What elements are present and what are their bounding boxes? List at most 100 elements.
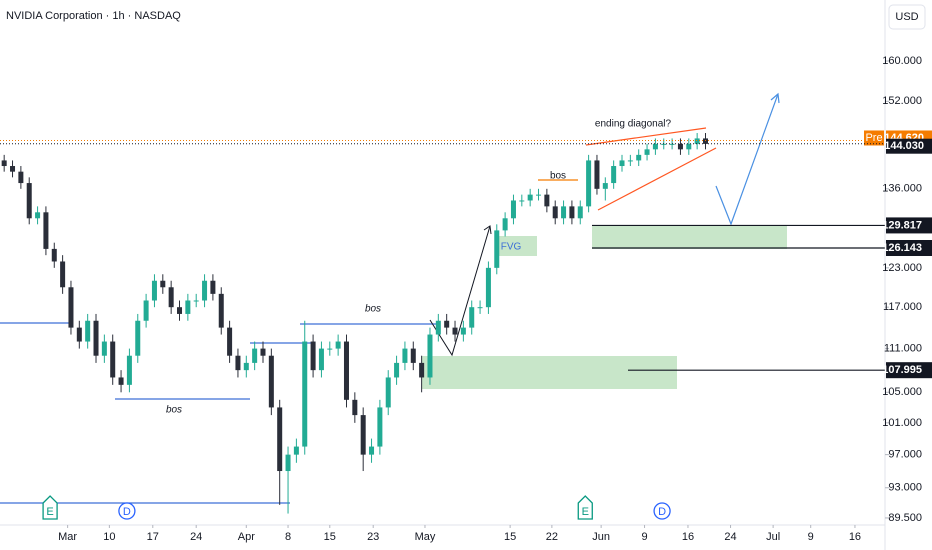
x-tick-label: 9 [808,531,814,543]
y-tick-label: 160.000 [882,55,922,67]
candle-body [552,206,558,219]
candle-body [160,280,166,288]
candle-body [619,160,625,167]
price-tag [886,138,932,154]
candle-body [143,300,149,321]
y-tick-label: 89.500 [888,512,922,524]
candle-body [586,160,592,207]
candle-body [569,206,575,219]
candle-body [510,200,516,219]
x-tick-label: 15 [324,531,336,543]
x-tick-label: Mar [58,531,77,543]
candle-body [611,166,617,184]
candle-body [126,355,132,385]
candle-body [110,341,116,378]
candle-body [68,287,74,328]
candle-body [460,327,466,335]
event-marker [653,502,671,520]
trend-line [585,127,707,146]
candle-body [385,377,391,408]
candle-body [394,362,400,378]
candle-body [51,248,57,262]
candle-body [644,149,650,155]
candle-body [485,267,491,308]
candle-body [435,320,441,335]
x-tick-label: 24 [724,531,736,543]
candle-body [243,362,249,371]
candle-body [268,355,274,408]
level-tag [886,240,932,257]
event-marker [42,495,58,520]
annotation: ending diagonal? [595,119,672,130]
candle-body [627,160,633,162]
projection-arrow [715,93,779,226]
x-tick-label: 16 [849,531,861,543]
annotation: bos [365,304,381,315]
candle-body [444,320,450,328]
price-label: 144.030 [884,140,924,152]
event-marker [118,502,136,520]
candle-body [168,287,174,308]
title: NVIDIA Corporation · 1h · NASDAQ [6,10,181,22]
candle-body [636,154,642,161]
y-tick-label: 152.000 [882,95,922,107]
pre-tag [864,130,884,146]
candle-body [302,341,308,447]
currency[interactable]: USD [895,11,918,23]
currency-box[interactable] [888,4,926,30]
candle-body [377,407,383,447]
candle-body [151,280,157,301]
candle-body [26,183,32,219]
annotation: FVG [501,242,522,253]
candle-body [101,341,107,356]
y-tick-label: 123.000 [882,262,922,274]
event-label: E [46,506,53,518]
y-tick-label: 111.000 [884,343,922,355]
event-marker [577,495,593,520]
candle-body [93,320,99,356]
x-tick-label: 24 [190,531,202,543]
candle-body [410,348,416,363]
candle-body [318,348,324,371]
x-tick-label: May [415,531,436,543]
annotation: bos [550,171,566,182]
y-tick-label: 97.000 [888,449,922,461]
candle-body [477,307,483,309]
candle-body [594,160,600,189]
candle-body [702,138,708,144]
y-tick-label: 105.000 [882,386,922,398]
candle-body [494,230,500,268]
fvg-box [496,236,537,256]
candle-body [343,341,349,400]
path-arrow [429,225,491,357]
candle-body [210,280,216,294]
candle-body [1,160,7,167]
y-tick-label: 93.000 [888,482,922,494]
candle-body [469,307,475,328]
candle-body [419,362,425,378]
candle-body [135,320,141,356]
level-label: 126.143 [882,242,922,254]
candle-body [661,143,667,145]
annotation: bos [166,405,182,416]
candle-body [252,348,258,363]
candle-body [193,300,199,302]
level-label: 129.817 [882,219,922,231]
event-label: D [658,506,666,518]
drawings: bos bos bos FVG ending diagonal? [0,92,787,504]
candle-body [577,206,583,219]
candle-body [652,143,658,150]
candle-body [310,341,316,371]
candle-body [293,446,299,455]
candle-body [227,327,233,356]
candle-body [544,194,550,207]
candle-body [285,454,291,472]
x-tick-label: 17 [147,531,159,543]
candle-body [118,377,124,385]
candle-body [360,415,366,455]
x-tick-label: 22 [546,531,558,543]
candle-body [427,334,433,378]
candle-body [35,212,41,219]
x-tick-label: Jun [592,531,610,543]
event-label: E [582,506,589,518]
